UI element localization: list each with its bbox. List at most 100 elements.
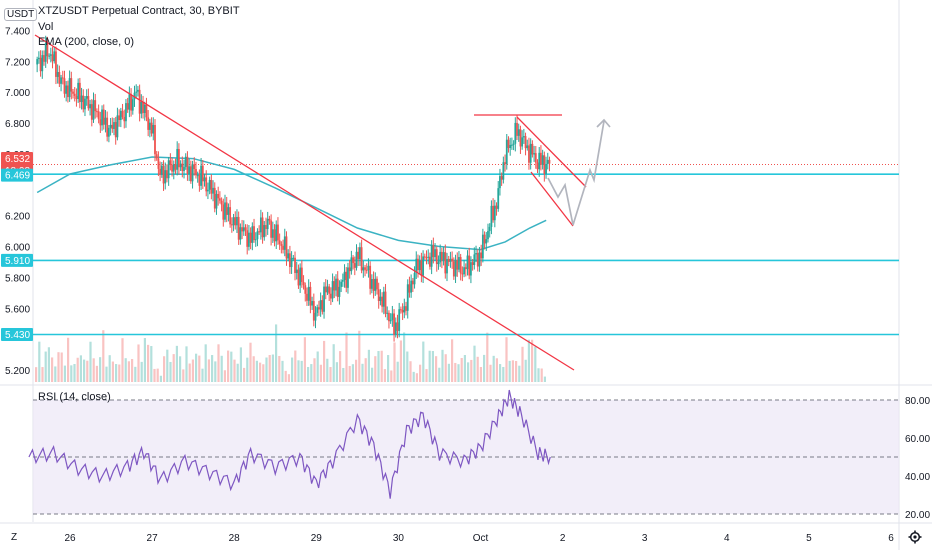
time-tick-label: 29 xyxy=(311,533,323,544)
candle-body xyxy=(73,93,76,96)
currency-button[interactable]: USDT xyxy=(4,8,38,21)
time-tick-label: 2 xyxy=(560,533,566,544)
volume-bar xyxy=(35,367,38,382)
candle-body xyxy=(271,229,274,238)
candle-body xyxy=(138,89,141,114)
projection-arrow-head xyxy=(596,118,611,128)
candle-body xyxy=(183,166,185,172)
channel-lower-line xyxy=(530,171,574,227)
volume-bar xyxy=(495,358,498,382)
candle-body xyxy=(232,217,235,226)
candle-body xyxy=(401,310,404,313)
volume-bar xyxy=(163,356,166,382)
candle-body xyxy=(470,262,472,276)
volume-bar xyxy=(473,345,476,382)
volume-bar xyxy=(348,365,351,382)
drawings-layer[interactable] xyxy=(34,34,611,371)
candle-body xyxy=(360,247,363,271)
volume-bar xyxy=(358,330,361,382)
rsi-tick-label: 20.00 xyxy=(905,510,930,521)
candle-body xyxy=(225,202,228,215)
volume-bar xyxy=(230,351,233,382)
candle-body xyxy=(481,234,484,259)
candle-body xyxy=(341,280,344,282)
volume-bar xyxy=(361,363,364,382)
candle-body xyxy=(355,251,358,268)
volume-indicator-label[interactable]: Vol xyxy=(38,21,54,33)
descending-trend-line xyxy=(34,34,575,371)
candle-body xyxy=(116,115,119,138)
candle-body xyxy=(376,278,378,290)
candle-body xyxy=(365,269,368,271)
candle-body xyxy=(53,51,56,62)
volume-bar xyxy=(54,366,57,382)
candle-body xyxy=(172,164,175,172)
gear-icon[interactable] xyxy=(908,530,922,544)
candle-body xyxy=(102,109,105,125)
candle-body xyxy=(258,231,261,233)
candle-body xyxy=(399,309,402,311)
candle-body xyxy=(283,236,286,250)
candle-body xyxy=(49,54,52,56)
candle-body xyxy=(543,155,546,174)
volume-bar xyxy=(332,344,335,382)
volume-bar xyxy=(543,376,546,382)
candle-body xyxy=(505,139,508,164)
candle-body xyxy=(114,122,117,138)
candle-body xyxy=(61,77,64,79)
log-scale-button[interactable]: Z xyxy=(11,532,18,543)
volume-bar xyxy=(419,364,422,382)
candle-body xyxy=(359,247,361,260)
volume-bar xyxy=(233,359,236,382)
candle-body xyxy=(181,163,184,172)
candle-body xyxy=(166,170,168,179)
volume-bar xyxy=(476,356,479,382)
volume-bar xyxy=(492,355,495,382)
rsi-line xyxy=(28,389,551,499)
candle-body xyxy=(266,218,269,230)
candle-body xyxy=(210,179,213,194)
candle-body xyxy=(56,72,59,77)
volume-bar xyxy=(105,366,108,382)
candle-body xyxy=(352,257,354,264)
candle-body xyxy=(531,143,534,155)
volume-bar xyxy=(470,359,473,382)
volume-bar xyxy=(451,339,454,382)
ema-indicator-label[interactable]: EMA (200, close, 0) xyxy=(38,36,134,48)
volume-bar xyxy=(207,359,210,382)
candle-body xyxy=(529,143,532,163)
candle-body xyxy=(434,249,436,258)
candle-body xyxy=(388,312,390,322)
candle-body xyxy=(328,286,331,294)
volume-bar xyxy=(447,363,450,382)
volume-bar xyxy=(435,356,438,382)
candle-body xyxy=(393,313,395,335)
volume-bar xyxy=(515,360,518,382)
candle-body xyxy=(370,279,373,289)
volume-bar xyxy=(499,364,502,382)
candle-body xyxy=(89,104,91,109)
volume-bar xyxy=(540,368,543,382)
candle-body xyxy=(522,136,525,138)
candle-body xyxy=(307,286,310,301)
volume-bar xyxy=(393,342,396,382)
horizontal-levels[interactable] xyxy=(33,163,899,336)
candle-body xyxy=(217,193,220,199)
volume-bar xyxy=(339,351,342,382)
volume-bar xyxy=(44,351,47,382)
volume-bar xyxy=(182,369,185,382)
volume-bar xyxy=(137,344,140,382)
candle-body xyxy=(447,258,450,262)
candle-body xyxy=(277,224,279,241)
rsi-tick-label: 40.00 xyxy=(905,472,930,483)
volume-bar xyxy=(364,358,367,382)
candle-body xyxy=(162,165,165,184)
candle-body xyxy=(186,156,189,175)
candle-body xyxy=(46,43,49,57)
rsi-indicator-label[interactable]: RSI (14, close) xyxy=(38,391,111,403)
candle-body xyxy=(319,300,322,310)
price-tick-label: 6.000 xyxy=(5,243,30,254)
candle-body xyxy=(200,165,202,186)
candle-body xyxy=(464,267,467,270)
